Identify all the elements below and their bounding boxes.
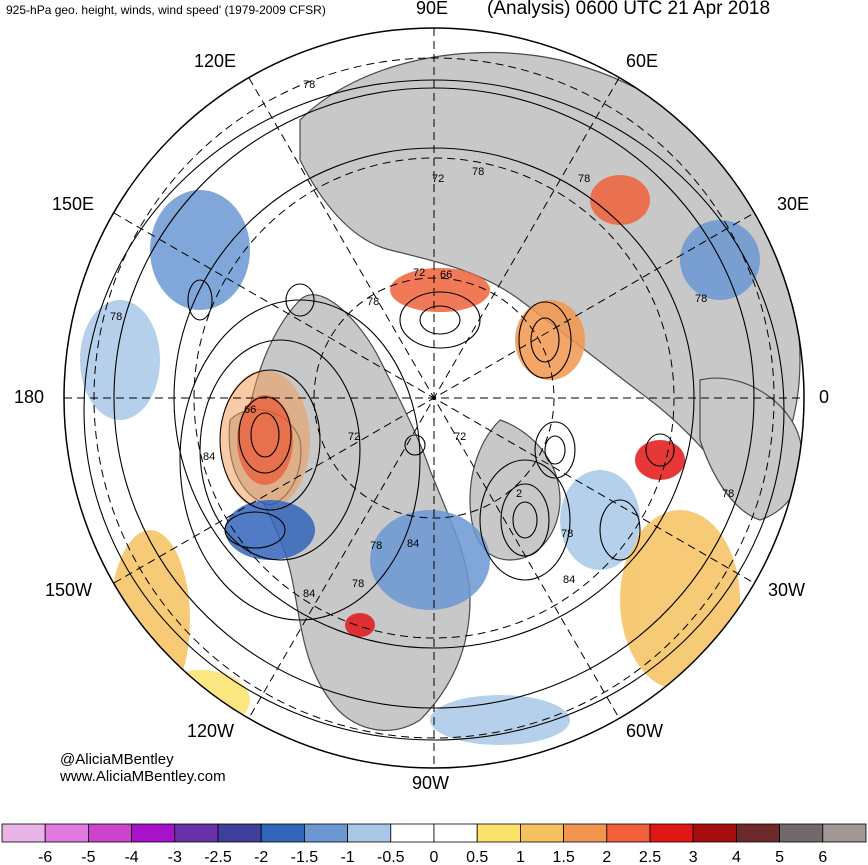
contour-label: 72 [432,173,444,185]
colorbar-swatch [347,823,392,843]
colorbar-swatch [1,823,46,843]
lon-label-60w: 60W [626,721,664,741]
shade-high [220,370,310,510]
lon-label-0: 0 [819,387,830,407]
colorbar-swatch [779,823,824,843]
colorbar-tick-label: -3 [168,849,182,865]
colorbar-swatch [520,823,565,843]
shade-low [150,190,250,310]
colorbar-tick-label: -2 [254,849,268,865]
colorbar-tick-label: 1.5 [552,849,574,865]
contour-label: 78 [722,488,734,500]
colorbar-tick-label: 2.5 [639,849,661,865]
shade-low [225,500,315,560]
contour-label: 78 [303,79,315,91]
colorbar-swatch [822,823,867,843]
colorbar-swatch [736,823,781,843]
contour-label: 2 [516,488,522,500]
shade-high [635,440,685,480]
lon-label-30e: 30E [777,194,810,214]
lon-label-150e: 150E [52,194,95,214]
colorbar-tick-label: 0.5 [466,849,488,865]
colorbar-swatch [563,823,608,843]
contour-label: 78 [352,578,364,590]
colorbar-tick-label: 1 [516,849,525,865]
colorbar-swatch [433,823,478,843]
colorbar-tick-label: 6 [818,849,827,865]
polar-map: 78 72 78 78 66 72 78 78 78 66 84 72 72 2… [63,27,805,769]
contour-label: 78 [110,311,122,323]
contour-label: 78 [561,528,573,540]
contour-label: 72 [348,431,360,443]
lon-label-60e: 60E [626,51,659,71]
lon-label-150w: 150W [45,580,93,600]
colorbar-swatch [217,823,262,843]
contour-labels: 78 72 78 78 66 72 78 78 78 66 84 72 72 2… [110,79,734,600]
colorbar-tick-label: -2.5 [204,849,232,865]
contour-label: 78 [472,166,484,178]
graticule [64,28,804,768]
colorbar-swatch [303,823,348,843]
lon-label-120e: 120E [194,51,237,71]
contour-label: 78 [578,173,590,185]
map-valid-time: (Analysis) 0600 UTC 21 Apr 2018 [487,0,771,19]
colorbar-tick-label: -5 [81,849,95,865]
colorbar-swatch [692,823,737,843]
shade-high [515,300,585,380]
lon-label-90e: 90E [416,0,449,18]
contour-label: 84 [563,574,575,586]
lon-label-30w: 30W [768,580,806,600]
colorbar-tick-label: -4 [124,849,138,865]
contour-label: 78 [695,293,707,305]
lon-label-90w: 90W [412,773,450,793]
contour-label: 78 [367,296,379,308]
shade-low [370,510,490,610]
colorbar-tick-label: -0.5 [377,849,405,865]
colorbar-swatch [44,823,89,843]
shade-moderate [110,530,190,710]
shade-high [390,268,490,312]
colorbar-swatch [476,823,521,843]
contour-label: 84 [303,588,315,600]
credit-handle: @AliciaMBentley [60,751,174,768]
colorbar-tick-label: -6 [38,849,52,865]
contour-label: 72 [454,431,466,443]
colorbar-swatch [131,823,176,843]
shade-high [345,613,375,637]
contour-label: 66 [244,404,256,416]
colorbar-tick-label: 5 [775,849,784,865]
shade-low [560,470,640,570]
colorbar: -6 -5 -4 -3 -2.5 -2 -1.5 -1 -0.5 0 0.5 1 1.5 2 2.5 3 4 5 6 [1,823,867,865]
colorbar-swatch [649,823,694,843]
credit-website[interactable]: www.AliciaMBentley.com [60,768,226,785]
shade-moderate [620,510,740,690]
map-title: 925-hPa geo. height, winds, wind speed' … [6,3,326,17]
colorbar-swatch [260,823,305,843]
contour-label: 66 [440,269,452,281]
colorbar-swatch [174,823,219,843]
contour-label: 72 [413,267,425,279]
colorbar-tick-label: 0 [430,849,439,865]
colorbar-swatch [88,823,133,843]
contour-label: 84 [407,538,419,550]
shade-high [590,175,650,225]
contour-label: 78 [370,540,382,552]
contour-label: 84 [203,451,215,463]
land-masses [228,51,804,731]
colorbar-tick-label: 2 [602,849,611,865]
colorbar-tick-label: 3 [689,849,698,865]
colorbar-swatch [606,823,651,843]
shade-low [430,695,570,745]
colorbar-tick-label: -1 [340,849,354,865]
colorbar-tick-label: 4 [732,849,741,865]
credits: @AliciaMBentley www.AliciaMBentley.com [60,751,226,785]
shade-low [80,300,160,420]
lon-label-120w: 120W [187,721,235,741]
lon-label-180: 180 [14,387,45,407]
map-boundary [63,27,805,769]
colorbar-swatch [390,823,435,843]
colorbar-tick-label: -1.5 [291,849,319,865]
